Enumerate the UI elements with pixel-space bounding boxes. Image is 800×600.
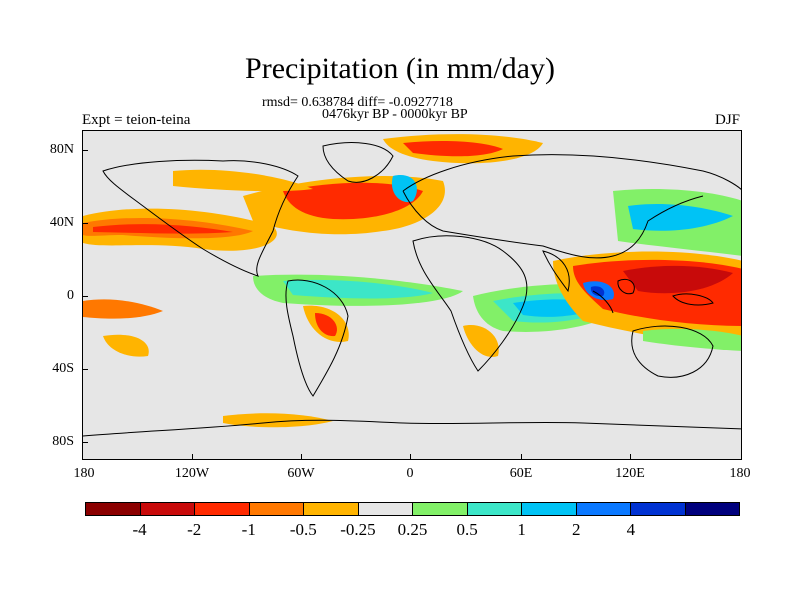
lon-label-180w: 180 (73, 466, 95, 481)
colorbar-swatch (86, 503, 141, 515)
colorbar-swatch (358, 503, 413, 515)
lon-tick (410, 454, 411, 460)
colorbar-label: -2 (187, 520, 202, 539)
colorbar-label: -0.5 (289, 520, 317, 539)
field-maritime-navy (590, 286, 605, 297)
experiment-label: Expt = teion-teina (82, 112, 191, 128)
coast-new-guinea (672, 293, 714, 306)
colorbar-swatch (195, 503, 250, 515)
map-svg (83, 134, 741, 437)
colorbar-swatch (304, 503, 359, 515)
coast-greenland (322, 142, 394, 183)
plot-title: Precipitation (in mm/day) (245, 52, 555, 85)
coast-india (542, 250, 570, 293)
colorbar-label: 0.25 (397, 520, 428, 539)
lat-tick (82, 296, 88, 297)
colorbar-swatch (685, 503, 739, 515)
lon-tick (301, 454, 302, 460)
rmsd-diff-stats: rmsd= 0.638784 diff= -0.0927718 (262, 95, 453, 110)
coast-antarctica (83, 419, 741, 437)
field-s-tropic-green (643, 328, 741, 351)
lat-label-80n: 80N (49, 142, 74, 157)
field-africa-orange (463, 325, 499, 357)
field-nordic-blue (391, 175, 417, 203)
lon-tick (521, 454, 522, 460)
coast-north-america (102, 159, 299, 277)
lat-label-0: 0 (67, 288, 74, 303)
colorbar-swatch (631, 503, 686, 515)
lat-tick (82, 223, 88, 224)
season-label: DJF (714, 112, 740, 128)
colorbar-label: -4 (132, 520, 147, 539)
colorbar-label: -0.25 (340, 520, 376, 539)
colorbar-swatch (249, 503, 304, 515)
field-e-pacific-red (83, 299, 163, 319)
colorbar-label: 2 (572, 520, 581, 539)
colorbar-swatch (467, 503, 522, 515)
field-wpacific-blue (628, 204, 733, 231)
period-label: 0476kyr BP - 0000kyr BP (322, 107, 468, 122)
coast-borneo (617, 278, 635, 295)
lat-label-40n: 40N (49, 215, 74, 230)
lon-label-60e: 60E (509, 466, 533, 481)
coast-south-america (285, 279, 349, 397)
lon-label-0: 0 (406, 466, 414, 481)
colorbar-label: 1 (517, 520, 526, 539)
colorbar (85, 502, 740, 516)
field-maritime-darkred (623, 265, 733, 294)
lon-label-60w: 60W (287, 466, 315, 481)
lat-label-80s: 80S (52, 434, 74, 449)
precipitation-map (82, 130, 742, 460)
coast-sumatra (592, 290, 614, 314)
lon-label-120w: 120W (174, 466, 210, 481)
coastlines (83, 142, 741, 437)
colorbar-swatch (140, 503, 195, 515)
lat-tick (82, 369, 88, 370)
field-npacific-core (93, 224, 233, 234)
field-samerica-red (315, 313, 337, 337)
anomaly-fields (83, 134, 741, 428)
field-eurasia-orange (173, 169, 313, 192)
colorbar-label: 0.5 (456, 520, 478, 539)
lon-label-120e: 120E (615, 466, 645, 481)
colorbar-swatch (576, 503, 631, 515)
field-natlantic-red (283, 182, 423, 220)
colorbar-label: -1 (241, 520, 256, 539)
coast-eurasia (402, 154, 741, 259)
lon-label-180e: 180 (729, 466, 751, 481)
coast-australia (631, 325, 714, 378)
field-arctic-red (403, 141, 503, 157)
colorbar-swatch (413, 503, 468, 515)
field-s-pacific-orange (103, 334, 149, 357)
colorbar-label: 4 (626, 520, 636, 539)
coast-africa (412, 235, 528, 372)
lon-tick (192, 454, 193, 460)
lat-label-40s: 40S (52, 361, 74, 376)
lat-tick (82, 442, 88, 443)
lon-tick (630, 454, 631, 460)
colorbar-swatch (522, 503, 577, 515)
lat-tick (82, 150, 88, 151)
